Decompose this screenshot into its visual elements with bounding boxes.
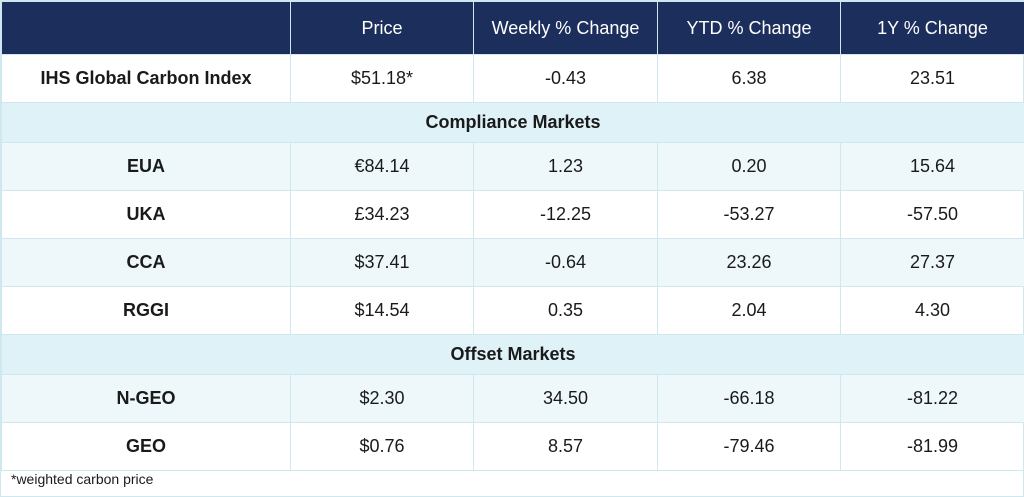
ytd-change-cell: 6.38 — [657, 54, 841, 103]
section-title: Offset Markets — [1, 334, 1024, 375]
ytd-change-cell: -79.46 — [657, 422, 841, 471]
row-label: EUA — [1, 142, 291, 191]
section-header-offset: Offset Markets — [1, 334, 1024, 375]
table-row: UKA £34.23 -12.25 -53.27 -57.50 — [1, 190, 1024, 239]
header-weekly-change: Weekly % Change — [473, 1, 658, 55]
header-ytd-change: YTD % Change — [657, 1, 841, 55]
row-label: UKA — [1, 190, 291, 239]
row-label: N-GEO — [1, 374, 291, 423]
1y-change-cell: -81.22 — [840, 374, 1024, 423]
price-cell: $0.76 — [290, 422, 474, 471]
table-row: RGGI $14.54 0.35 2.04 4.30 — [1, 286, 1024, 335]
weekly-change-cell: -0.64 — [473, 238, 658, 287]
table-row: EUA €84.14 1.23 0.20 15.64 — [1, 142, 1024, 191]
table-row: CCA $37.41 -0.64 23.26 27.37 — [1, 238, 1024, 287]
table-row-ihs-index: IHS Global Carbon Index $51.18* -0.43 6.… — [1, 54, 1024, 103]
row-label: GEO — [1, 422, 291, 471]
weekly-change-cell: 8.57 — [473, 422, 658, 471]
header-price: Price — [290, 1, 474, 55]
row-label: IHS Global Carbon Index — [1, 54, 291, 103]
row-label: RGGI — [1, 286, 291, 335]
weekly-change-cell: 34.50 — [473, 374, 658, 423]
ytd-change-cell: -53.27 — [657, 190, 841, 239]
1y-change-cell: 27.37 — [840, 238, 1024, 287]
weekly-change-cell: 0.35 — [473, 286, 658, 335]
price-cell: €84.14 — [290, 142, 474, 191]
section-title: Compliance Markets — [1, 102, 1024, 143]
table-row: GEO $0.76 8.57 -79.46 -81.99 — [1, 422, 1024, 471]
header-1y-change: 1Y % Change — [840, 1, 1024, 55]
ytd-change-cell: 2.04 — [657, 286, 841, 335]
price-cell: $51.18* — [290, 54, 474, 103]
1y-change-cell: 4.30 — [840, 286, 1024, 335]
price-cell: £34.23 — [290, 190, 474, 239]
weekly-change-cell: 1.23 — [473, 142, 658, 191]
price-cell: $14.54 — [290, 286, 474, 335]
footnote: *weighted carbon price — [11, 471, 154, 487]
1y-change-cell: 15.64 — [840, 142, 1024, 191]
table-row: N-GEO $2.30 34.50 -66.18 -81.22 — [1, 374, 1024, 423]
ytd-change-cell: -66.18 — [657, 374, 841, 423]
1y-change-cell: 23.51 — [840, 54, 1024, 103]
1y-change-cell: -57.50 — [840, 190, 1024, 239]
weekly-change-cell: -12.25 — [473, 190, 658, 239]
section-header-compliance: Compliance Markets — [1, 102, 1024, 143]
price-cell: $37.41 — [290, 238, 474, 287]
carbon-price-table: Price Weekly % Change YTD % Change 1Y % … — [1, 1, 1024, 471]
price-cell: $2.30 — [290, 374, 474, 423]
ytd-change-cell: 0.20 — [657, 142, 841, 191]
ytd-change-cell: 23.26 — [657, 238, 841, 287]
1y-change-cell: -81.99 — [840, 422, 1024, 471]
row-label: CCA — [1, 238, 291, 287]
weekly-change-cell: -0.43 — [473, 54, 658, 103]
header-row: Price Weekly % Change YTD % Change 1Y % … — [1, 1, 1024, 55]
header-blank-cell — [1, 1, 291, 55]
